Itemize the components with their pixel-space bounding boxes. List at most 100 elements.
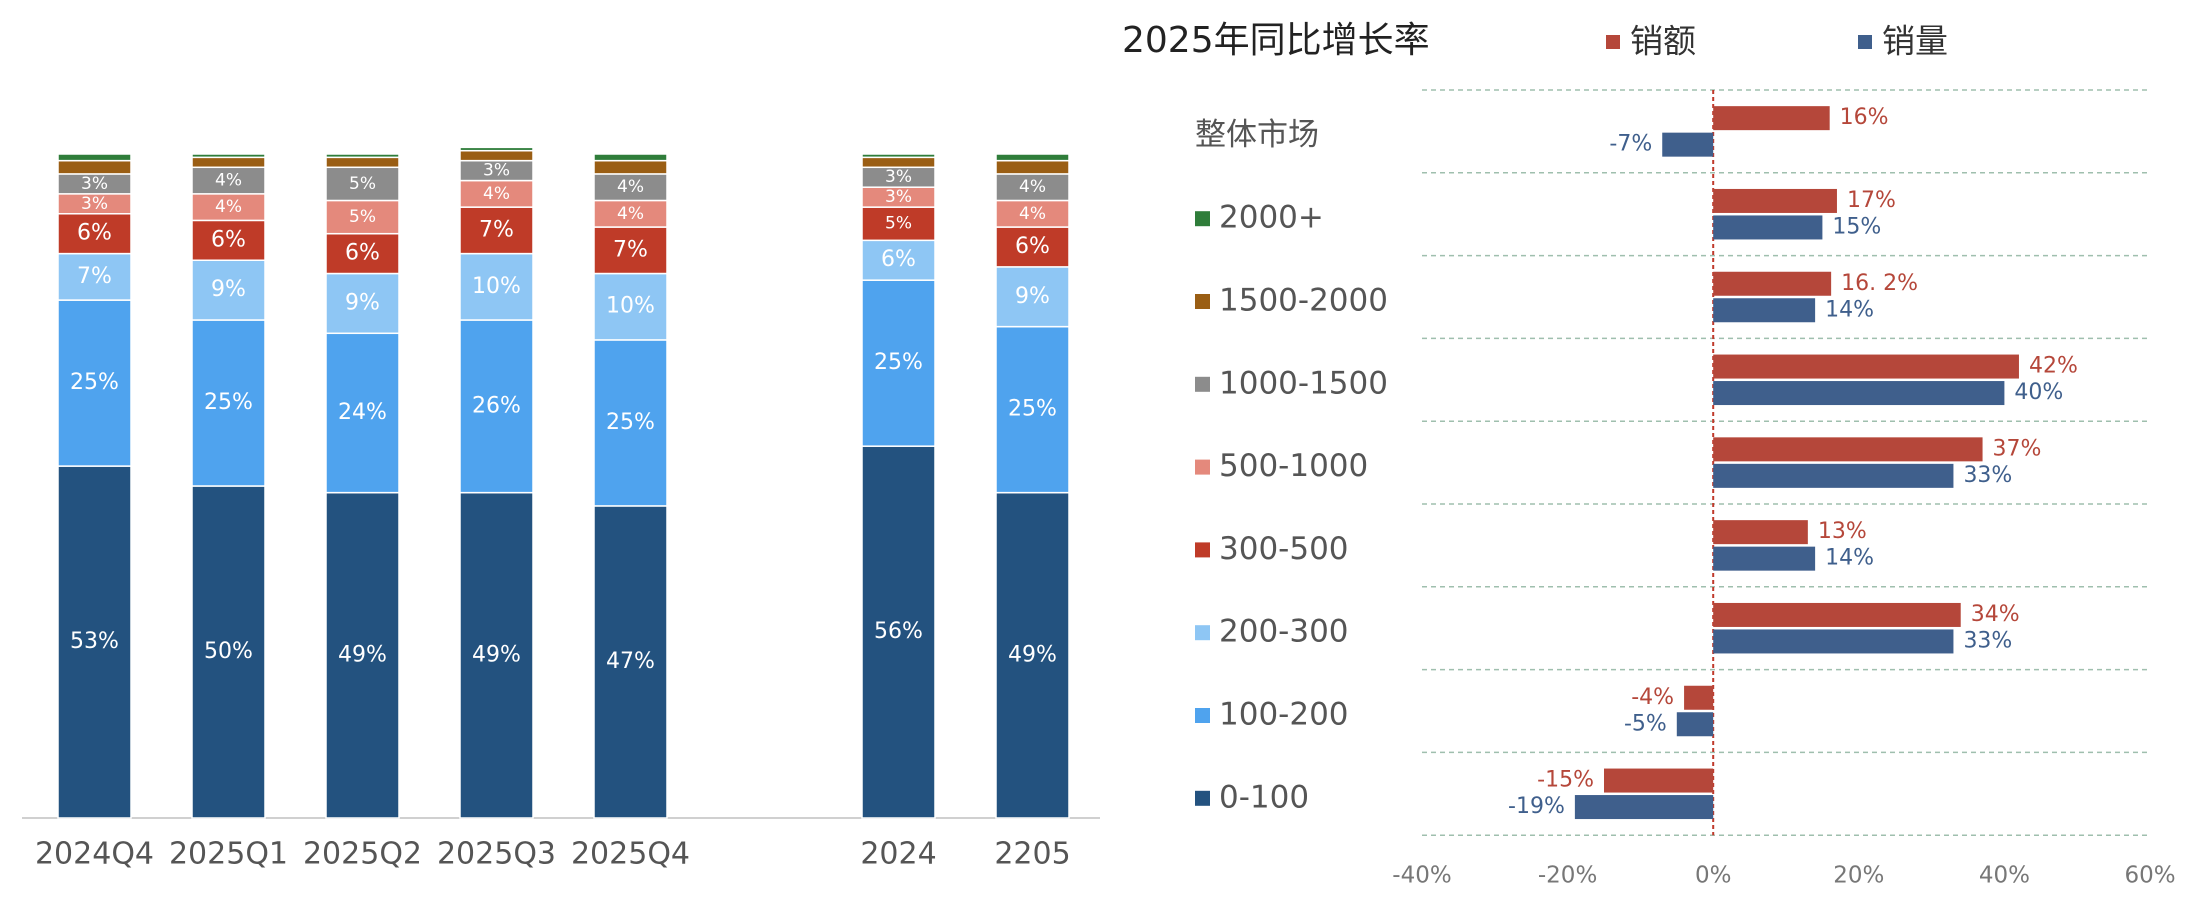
category-label: 整体市场	[1195, 117, 1319, 153]
bar-segment	[325, 153, 400, 159]
category-label: 200-300	[1219, 614, 1349, 650]
bar	[1574, 795, 1714, 820]
bar-segment	[57, 153, 132, 162]
data-label: 4%	[483, 184, 510, 204]
bar-segment	[325, 156, 400, 169]
data-label: 53%	[70, 629, 119, 654]
bar-segment	[325, 332, 400, 494]
legend-label: 销量	[1882, 22, 1948, 61]
data-label: 3%	[81, 174, 108, 194]
bar	[1713, 629, 1954, 654]
x-tick-label: 40%	[1979, 863, 2030, 889]
data-label: 34%	[1971, 602, 2020, 627]
bar-segment	[593, 226, 668, 275]
bar-segment	[191, 219, 266, 261]
bar-segment	[861, 279, 936, 447]
bar-segment	[995, 491, 1070, 819]
data-label: 25%	[874, 350, 923, 375]
data-label: 4%	[215, 197, 242, 217]
data-label: -5%	[1624, 711, 1667, 736]
bar	[1713, 520, 1808, 545]
data-label: 25%	[204, 390, 253, 415]
x-tick-label: 60%	[2124, 863, 2175, 889]
x-tick-label: 20%	[1833, 863, 1884, 889]
data-label: 25%	[1008, 397, 1057, 422]
bar-segment	[325, 272, 400, 335]
x-tick-label: -20%	[1538, 863, 1597, 889]
category-label: 300-500	[1219, 531, 1349, 567]
bar-segment	[191, 319, 266, 487]
bar-segment	[593, 173, 668, 202]
data-label: 7%	[77, 264, 112, 289]
data-label: 49%	[1008, 642, 1057, 667]
bar-segment	[459, 146, 534, 152]
data-label: 26%	[472, 393, 521, 418]
category-label: 2000+	[1219, 200, 1324, 236]
data-label: 10%	[606, 294, 655, 319]
data-label: 3%	[81, 194, 108, 214]
bar	[1604, 768, 1714, 793]
data-label: 47%	[606, 649, 655, 674]
bar-segment	[995, 226, 1070, 268]
data-label: 16. 2%	[1841, 271, 1918, 296]
bar	[1684, 685, 1714, 710]
category-label: 1000-1500	[1219, 365, 1388, 401]
bar	[1676, 712, 1714, 737]
data-label: 9%	[1015, 284, 1050, 309]
data-label: 16%	[1840, 105, 1889, 130]
data-label: 4%	[1019, 204, 1046, 224]
data-label: 14%	[1825, 546, 1874, 571]
legend-swatch	[1195, 625, 1210, 641]
bar-segment	[593, 505, 668, 819]
bar-segment	[325, 232, 400, 275]
x-tick-label: 0%	[1695, 863, 1732, 889]
bar-segment	[995, 159, 1070, 175]
data-label: 33%	[1963, 463, 2012, 488]
data-label: 24%	[338, 400, 387, 425]
data-label: 6%	[211, 227, 246, 252]
data-label: 25%	[70, 370, 119, 395]
data-label: 6%	[77, 221, 112, 246]
bar-segment	[593, 339, 668, 507]
data-label: 7%	[613, 237, 648, 262]
chart-title: 2025年同比增长率	[1122, 20, 1430, 61]
bar-segment	[57, 465, 132, 819]
data-label: 6%	[1015, 234, 1050, 259]
legend-swatch	[1195, 459, 1210, 475]
data-label: 15%	[1832, 214, 1881, 239]
bar-segment	[459, 206, 534, 255]
bar	[1713, 602, 1961, 627]
data-label: 40%	[2014, 380, 2063, 405]
bar-segment	[861, 206, 936, 242]
data-label: 5%	[349, 174, 376, 194]
bar	[1713, 546, 1816, 571]
bar	[1713, 463, 1954, 488]
legend-swatch	[1195, 708, 1210, 723]
data-label: 5%	[885, 214, 912, 234]
bar	[1713, 106, 1830, 131]
data-label: -15%	[1537, 768, 1594, 793]
bar	[1713, 298, 1816, 323]
data-label: 56%	[874, 619, 923, 644]
bar-segment	[459, 149, 534, 162]
data-label: 3%	[885, 187, 912, 207]
category-label: 0-100	[1219, 779, 1309, 815]
bar	[1662, 132, 1714, 157]
bar-segment	[459, 491, 534, 819]
data-label: 49%	[338, 642, 387, 667]
data-label: 6%	[345, 241, 380, 266]
bar-segment	[325, 491, 400, 819]
data-label: -7%	[1609, 132, 1652, 157]
data-label: 10%	[472, 274, 521, 299]
bar-segment	[861, 239, 936, 281]
bar-segment	[995, 199, 1070, 228]
x-tick-label: 2025Q4	[571, 837, 690, 872]
legend-swatch	[1858, 35, 1872, 49]
bar-segment	[861, 445, 936, 819]
bar	[1713, 354, 2019, 379]
x-tick-label: 2024Q4	[35, 837, 154, 872]
data-label: 4%	[617, 204, 644, 224]
bar-segment	[459, 179, 534, 208]
data-label: 6%	[881, 247, 916, 272]
